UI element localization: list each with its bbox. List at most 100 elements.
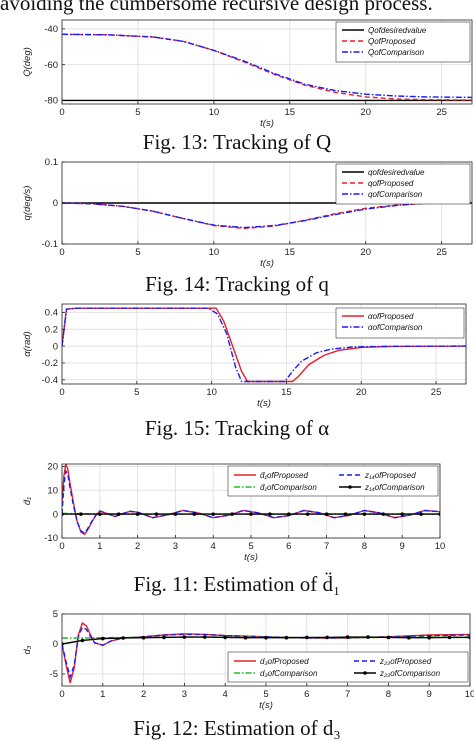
- x-tick-label: 20: [360, 107, 371, 118]
- series-group: [62, 200, 472, 230]
- x-tick-label: 2: [135, 541, 140, 552]
- series-marker: [173, 512, 178, 516]
- legend-box: [227, 465, 439, 497]
- y-axis-label: q(deg/s): [22, 186, 33, 221]
- series-marker: [427, 635, 432, 640]
- legend-entry: qofComparison: [368, 190, 423, 199]
- y-tick-label: -40: [44, 24, 58, 35]
- x-tick-label: 5: [263, 689, 268, 700]
- legend-entry: Qofdesiredvalue: [368, 26, 427, 35]
- chart-Q-tracking: 0 5 10 15 20 25 -80 -60 -40 t(s) Q(deg) Qofdesiredv…: [22, 19, 473, 129]
- legend-marker: [363, 671, 367, 675]
- y-tick-label: 10: [47, 485, 58, 496]
- series-marker: [264, 635, 268, 640]
- legend-box: [335, 21, 471, 63]
- y-tick-label: 0: [53, 639, 58, 650]
- x-tick-label: 5: [135, 107, 140, 118]
- x-axis-label: t(s): [260, 118, 274, 129]
- x-tick-label: 3: [182, 689, 187, 700]
- series-marker: [182, 635, 187, 639]
- x-tick-label: 1: [97, 541, 102, 552]
- series-marker: [381, 512, 386, 516]
- series-marker: [419, 512, 423, 516]
- legend-entry: QofComparison: [368, 48, 425, 57]
- series-marker: [243, 635, 248, 640]
- y-tick-label: -80: [44, 96, 58, 107]
- legend-entry: d₃ofProposed: [260, 657, 309, 666]
- legend-entry: qofProposed: [368, 179, 414, 188]
- x-tick-label: 10: [206, 387, 217, 398]
- series-marker: [305, 635, 309, 640]
- x-tick-label: 25: [436, 247, 447, 258]
- x-tick-label: 25: [431, 387, 442, 398]
- x-tick-label: 0: [59, 247, 64, 258]
- series-marker: [400, 512, 405, 516]
- x-tick-label: 20: [360, 247, 371, 258]
- y-tick-label: 0.2: [45, 324, 58, 335]
- y-tick-label: -10: [44, 533, 58, 544]
- y-tick-label: -0.4: [42, 375, 58, 386]
- caption-fig-13: Fig. 13: Tracking of Q: [142, 130, 332, 154]
- series-marker: [287, 512, 291, 516]
- legend-entry: d̈₁ofComparison: [260, 483, 317, 492]
- x-tick-label: 0: [59, 387, 64, 398]
- x-tick-label: 6: [286, 541, 291, 552]
- legend-entry: d₃ofComparison: [260, 669, 318, 678]
- legend-marker: [348, 485, 352, 489]
- series-marker: [325, 635, 330, 640]
- legend-entry: z₂₃ofComparison: [379, 669, 441, 678]
- series-line: [62, 200, 472, 229]
- x-tick-label: 10: [465, 689, 474, 700]
- legend: Qofdesiredvalue QofProposed QofComparison: [335, 21, 471, 63]
- legend-entry: z₂₃ofProposed: [379, 657, 432, 666]
- x-tick-label: 15: [284, 247, 295, 258]
- axes-frame: [61, 303, 467, 385]
- y-tick-label: 0.1: [45, 158, 58, 168]
- y-axis-label: d₃: [22, 645, 33, 654]
- caption-fig-15: Fig. 15: Tracking of α: [144, 416, 330, 440]
- legend-entry: αofComparison: [368, 323, 423, 332]
- series-marker: [141, 635, 146, 640]
- series-marker: [230, 512, 234, 516]
- x-tick-label: 7: [324, 541, 329, 552]
- y-tick-label: 0: [53, 341, 58, 352]
- x-tick-label: 9: [427, 689, 432, 700]
- y-tick-label: -0.2: [42, 358, 58, 369]
- series-marker: [407, 635, 411, 640]
- legend-entry: QofProposed: [368, 37, 416, 46]
- legend-box: [335, 307, 465, 339]
- series-marker: [386, 635, 391, 640]
- y-tick-label: -60: [44, 60, 58, 71]
- series-marker: [192, 512, 197, 516]
- x-tick-label: 5: [248, 541, 253, 552]
- legend: qofdesiredvalue qofProposed qofComparison: [335, 163, 471, 205]
- series-marker: [305, 512, 310, 516]
- series-group: [62, 33, 472, 102]
- legend-entry: z₁₄ofComparison: [364, 483, 425, 492]
- series-marker: [324, 512, 329, 516]
- series-marker: [211, 512, 215, 516]
- legend-entry: d̈₁ofProposed: [260, 471, 308, 480]
- y-axis-label: α(rad): [22, 331, 33, 356]
- caption-fig-11: Fig. 11: Estimation of d̈₁: [133, 572, 341, 596]
- top-text-fragment: avoiding the cumbersome recursive design…: [0, 0, 433, 15]
- x-tick-label: 4: [211, 541, 216, 552]
- legend-box: [335, 163, 471, 205]
- chart-d1-estimation: 0 1 2 3 4 5 6 7 8 9 10-1001020t(s)d̈₁d̈₁ofProposed…: [22, 462, 445, 563]
- series-line: [62, 469, 440, 535]
- legend-entry: qofdesiredvalue: [368, 168, 425, 177]
- x-tick-label: 2: [141, 689, 146, 700]
- x-tick-label: 0: [59, 689, 64, 700]
- x-axis-label: t(s): [259, 700, 273, 711]
- series-group: [62, 307, 466, 383]
- legend: αofProposed αofComparison: [335, 307, 465, 339]
- x-tick-label: 0: [59, 107, 64, 118]
- series-marker: [343, 512, 348, 516]
- legend-box: [227, 651, 469, 683]
- series-marker: [447, 635, 452, 640]
- x-tick-label: 0: [59, 541, 64, 552]
- series-marker: [362, 512, 367, 516]
- legend: d̈₁ofProposed z₁₄ofProposed d̈₁ofCompariso…: [227, 465, 439, 497]
- x-tick-label: 15: [281, 387, 292, 398]
